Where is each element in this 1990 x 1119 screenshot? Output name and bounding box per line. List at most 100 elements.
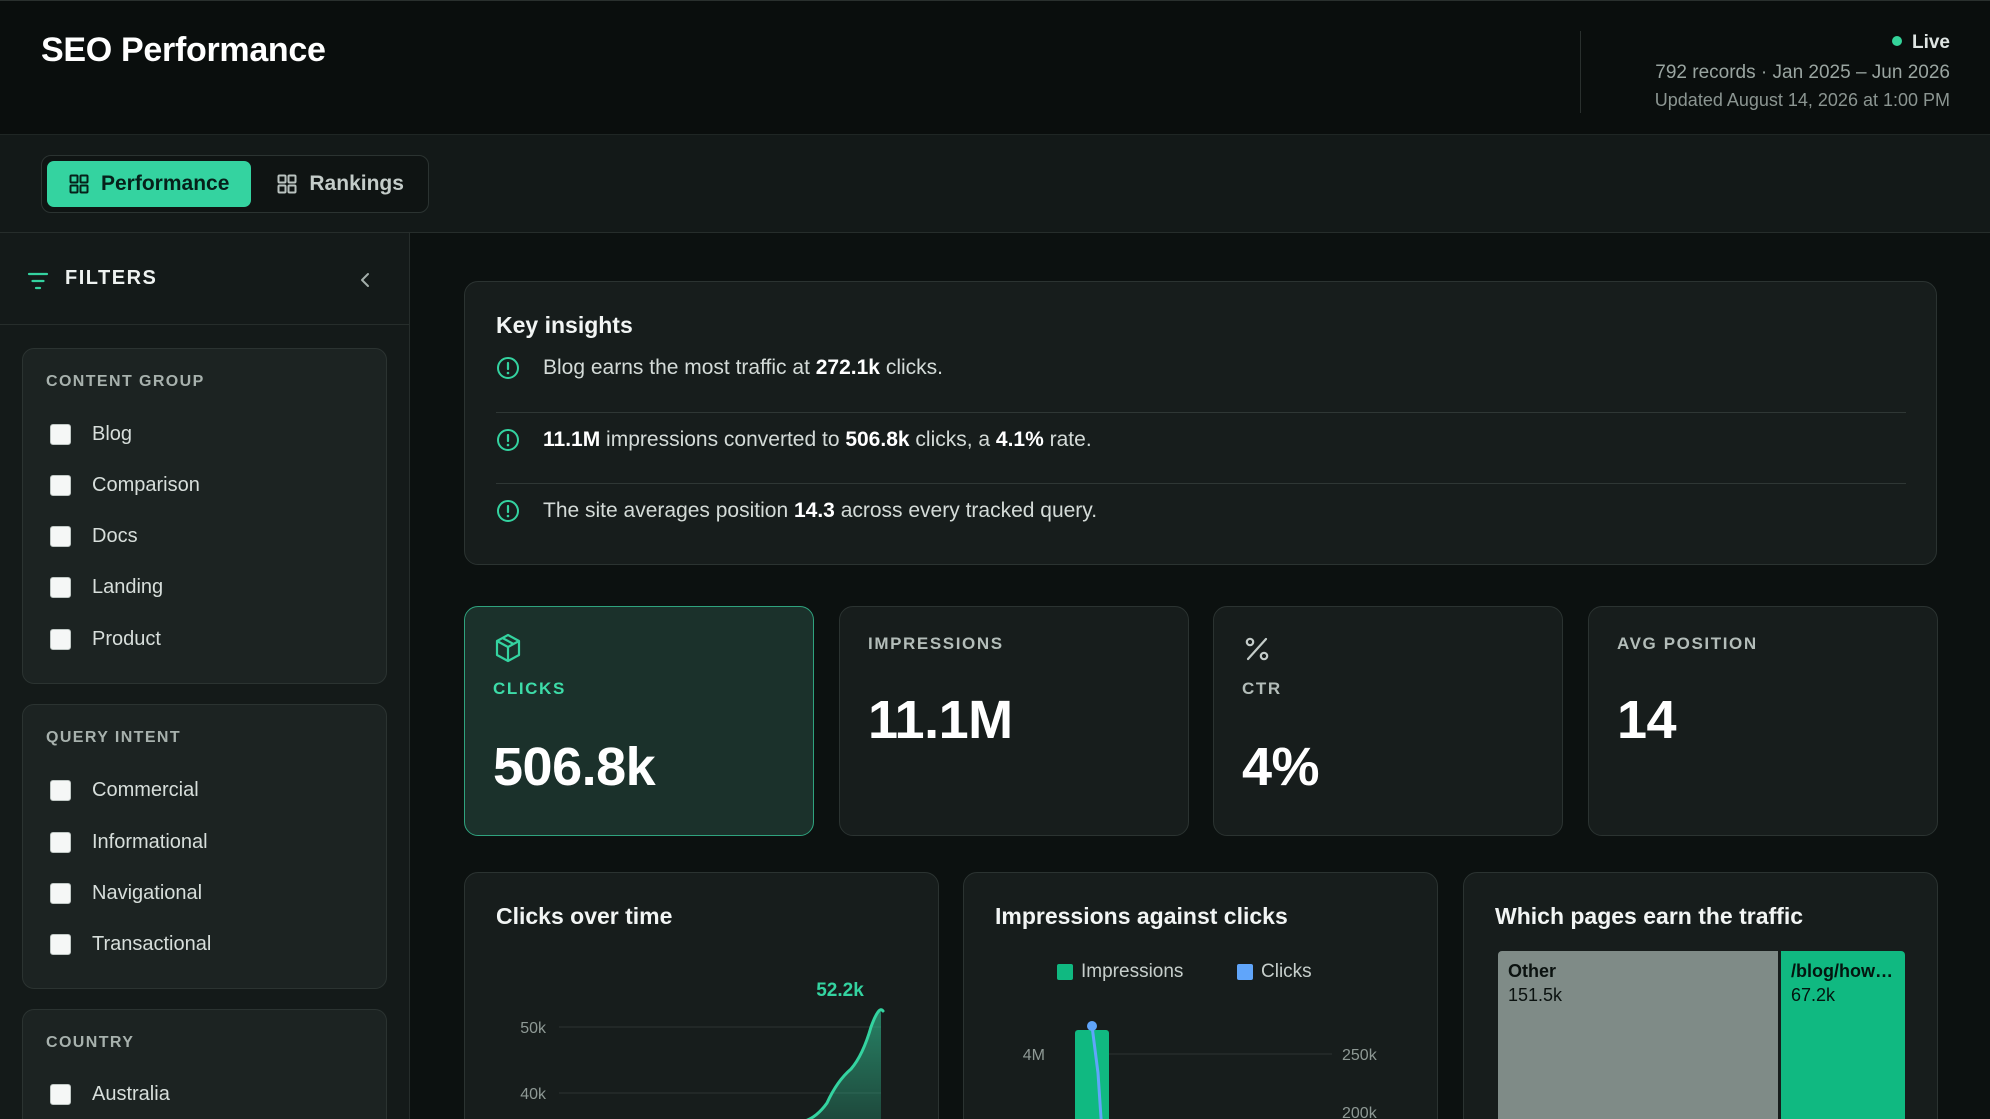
grid-icon (69, 174, 89, 194)
kpi-value: 14 (1617, 690, 1677, 750)
checkbox[interactable] (50, 831, 71, 853)
impressions-vs-clicks-card: Impressions against clicks Impressions C… (963, 872, 1438, 1119)
info-circle-icon (496, 356, 520, 385)
filter-group-title: CONTENT GROUP (46, 373, 205, 390)
clicks-over-time-card: Clicks over time 50k 40k 52.2k (464, 872, 939, 1119)
legend-swatch (1237, 964, 1253, 980)
peak-label: 52.2k (816, 980, 864, 1001)
app-header: SEO Performance Live 792 records · Jan 2… (0, 0, 1990, 135)
kpi-card-impressions[interactable]: IMPRESSIONS 11.1M (839, 606, 1189, 836)
y-tick-label: 40k (520, 1086, 547, 1103)
y-tick-label: 50k (520, 1020, 547, 1037)
grid-icon (277, 174, 297, 194)
view-tabs: Performance Rankings (41, 155, 429, 213)
filter-group-title: COUNTRY (46, 1034, 135, 1051)
area-fill (809, 1010, 881, 1119)
legend-swatch (1057, 964, 1073, 980)
divider (496, 483, 1906, 484)
filter-option-landing[interactable]: Landing (50, 574, 163, 600)
filter-option-informational[interactable]: Informational (50, 829, 208, 855)
clicks-over-time-chart: 50k 40k 52.2k (520, 980, 885, 1119)
last-updated: Updated August 14, 2026 at 1:00 PM (1654, 90, 1950, 110)
impressions-vs-clicks-chart: 4M 250k 200k (1023, 1021, 1378, 1119)
left-tick-label: 4M (1023, 1047, 1045, 1064)
checkbox[interactable] (50, 474, 71, 496)
chevron-left-icon (361, 273, 369, 287)
live-dot-icon (1891, 36, 1902, 46)
kpi-card-ctr[interactable]: CTR 4% (1213, 606, 1563, 836)
clicks-point[interactable] (1087, 1021, 1097, 1031)
live-label: Live (1911, 32, 1950, 53)
records-summary: 792 records · Jan 2025 – Jun 2026 (1655, 62, 1950, 83)
filters-header: FILTERS (0, 233, 409, 325)
tab-performance[interactable]: Performance (47, 161, 252, 207)
filter-option-transactional[interactable]: Transactional (50, 931, 211, 957)
cube-icon (494, 633, 522, 668)
legend-item-impressions[interactable]: Impressions (1057, 961, 1183, 983)
info-circle-icon (496, 428, 520, 457)
filter-group-country: COUNTRY Australia (22, 1009, 387, 1119)
filter-group-title: QUERY INTENT (46, 729, 182, 746)
kpi-value: 4% (1242, 737, 1320, 797)
insight-item: The site averages position 14.3 across e… (496, 481, 1906, 541)
header-meta: Live 792 records · Jan 2025 – Jun 2026 U… (1580, 31, 1950, 113)
collapse-sidebar-button[interactable] (354, 269, 376, 291)
kpi-label: CTR (1242, 679, 1282, 698)
insight-item: 11.1M impressions converted to 506.8k cl… (496, 410, 1906, 470)
impressions-bar[interactable] (1075, 1030, 1109, 1119)
checkbox[interactable] (50, 1083, 71, 1105)
kpi-label: CLICKS (493, 679, 566, 698)
kpi-card-clicks[interactable]: CLICKS 506.8k (464, 606, 814, 836)
page-title: SEO Performance (41, 31, 326, 69)
chart-title: Clicks over time (496, 903, 673, 929)
kpi-label: IMPRESSIONS (868, 634, 1004, 653)
checkbox[interactable] (50, 933, 71, 955)
filter-option-blog[interactable]: Blog (50, 421, 132, 447)
insight-text: The site averages position 14.3 across e… (543, 499, 1098, 522)
pages-treemap-card: Which pages earn the traffic Other 151.5… (1463, 872, 1938, 1119)
kpi-label: AVG POSITION (1617, 634, 1758, 653)
key-insights-card: Key insights Blog earns the most traffic… (464, 281, 1937, 565)
checkbox[interactable] (50, 525, 71, 547)
insight-text: 11.1M impressions converted to 506.8k cl… (543, 428, 1092, 451)
kpi-value: 11.1M (868, 690, 1013, 750)
filter-icon (27, 271, 49, 296)
insight-item: Blog earns the most traffic at 272.1k cl… (496, 338, 1906, 398)
filter-group-query-intent: QUERY INTENT Commercial Informational Na… (22, 704, 387, 989)
checkbox[interactable] (50, 423, 71, 445)
checkbox[interactable] (50, 882, 71, 904)
treemap-cell-blog-how[interactable]: /blog/how-... 67.2k (1781, 951, 1905, 1119)
filter-option-commercial[interactable]: Commercial (50, 777, 199, 803)
series-line (806, 1008, 885, 1119)
chart-title: Impressions against clicks (995, 903, 1288, 929)
filter-option-product[interactable]: Product (50, 626, 161, 652)
kpi-value: 506.8k (493, 737, 656, 797)
filter-group-content-group: CONTENT GROUP Blog Comparison Docs Landi… (22, 348, 387, 684)
right-tick-label: 250k (1342, 1047, 1378, 1064)
info-circle-icon (496, 499, 520, 528)
filter-option-australia[interactable]: Australia (50, 1081, 170, 1107)
treemap-cell-other[interactable]: Other 151.5k (1498, 951, 1778, 1119)
checkbox[interactable] (50, 576, 71, 598)
live-status: Live (1581, 31, 1950, 55)
tab-rankings[interactable]: Rankings (255, 161, 426, 207)
insight-text: Blog earns the most traffic at 272.1k cl… (543, 356, 943, 379)
right-tick-label: 200k (1342, 1105, 1378, 1119)
percent-icon (1244, 636, 1270, 667)
filters-sidebar: FILTERS CONTENT GROUP Blog Comparison Do… (0, 233, 410, 1119)
clicks-line (1090, 1025, 1103, 1119)
checkbox[interactable] (50, 628, 71, 650)
legend-item-clicks[interactable]: Clicks (1237, 961, 1312, 983)
tab-label: Rankings (309, 172, 404, 195)
filter-option-comparison[interactable]: Comparison (50, 472, 200, 498)
kpi-card-avg-position[interactable]: AVG POSITION 14 (1588, 606, 1938, 836)
chart-title: Which pages earn the traffic (1495, 903, 1804, 929)
tab-label: Performance (101, 172, 230, 195)
tab-bar: Performance Rankings (0, 135, 1990, 233)
filters-title: FILTERS (65, 267, 158, 289)
filter-option-docs[interactable]: Docs (50, 523, 138, 549)
divider (496, 412, 1906, 413)
filter-option-navigational[interactable]: Navigational (50, 880, 202, 906)
insights-title: Key insights (496, 312, 633, 338)
checkbox[interactable] (50, 779, 71, 801)
